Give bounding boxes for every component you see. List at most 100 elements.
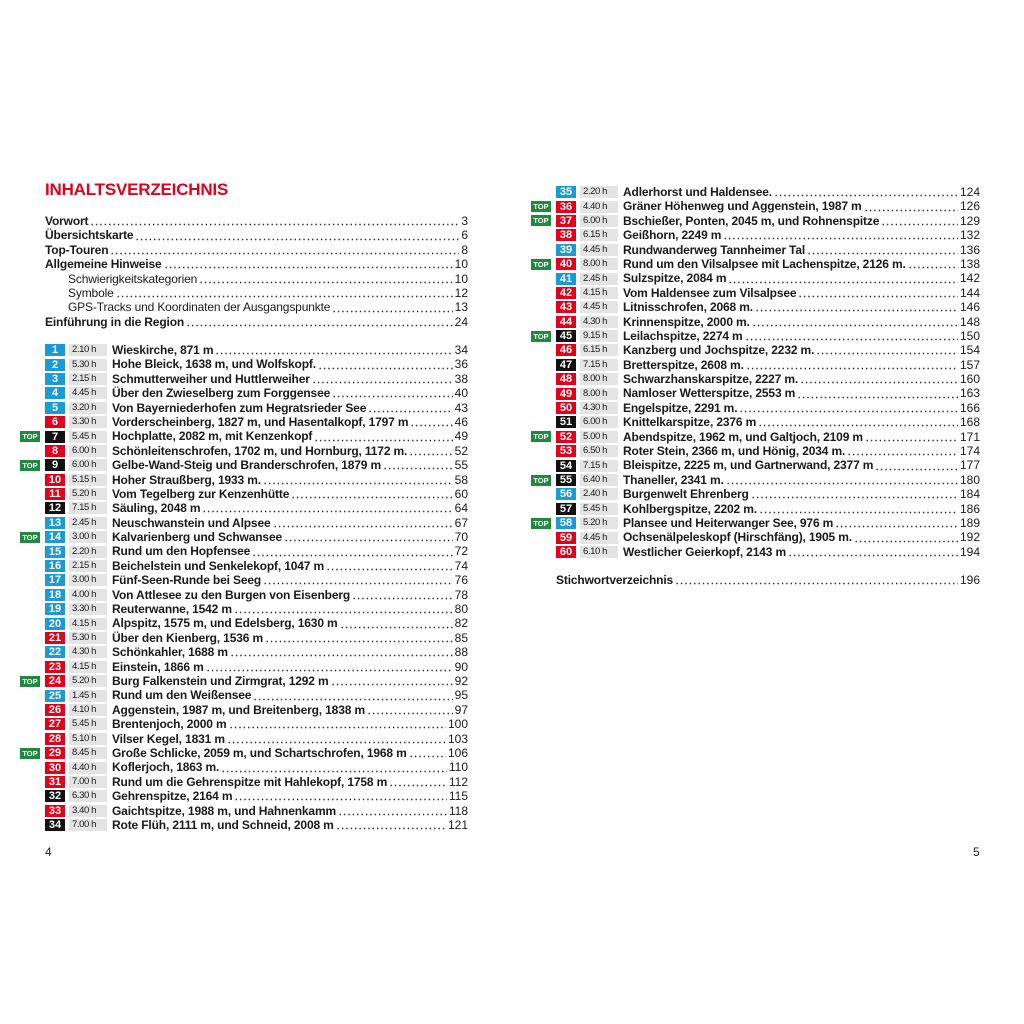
- toc-entry[interactable]: Einführung in die Region 24: [45, 315, 468, 329]
- dot-leader: [186, 316, 453, 327]
- toc-entry[interactable]: Allgemeine Hinweise 10: [45, 257, 468, 271]
- tour-entry[interactable]: 25 1.45 h Rund um den Weißensee 95: [20, 688, 468, 702]
- tour-entry[interactable]: 31 7.00 h Rund um die Gehrenspitze mit Hah…: [20, 775, 468, 789]
- toc-entry[interactable]: GPS-Tracks und Koordinaten der Ausgangsp…: [45, 300, 468, 314]
- tour-entry[interactable]: 53 6.50 h Roter Stein, 2366 m, und Hönig, …: [531, 444, 980, 458]
- tour-entry[interactable]: 28 5.10 h Vilser Kegel, 1831 m 103: [20, 732, 468, 746]
- index-title: Stichwortverzeichnis: [556, 573, 674, 587]
- tour-entry[interactable]: 18 4.00 h Von Attlesee zu den Burgen von E…: [20, 588, 468, 602]
- tour-entry[interactable]: 26 4.10 h Aggenstein, 1987 m, und Breitenb…: [20, 703, 468, 717]
- tour-entry[interactable]: 22 4.30 h Schönkahler, 1688 m 88: [20, 645, 468, 659]
- dot-leader: [228, 719, 446, 730]
- tour-entry[interactable]: 2 5.30 h Hohe Bleick, 1638 m, und Wolfskop…: [20, 357, 468, 371]
- tour-entry[interactable]: 21 5.30 h Über den Kienberg, 1536 m 85: [20, 631, 468, 645]
- tour-entry[interactable]: 23 4.15 h Einstein, 1866 m 90: [20, 660, 468, 674]
- tour-entry[interactable]: TOP 58 5.20 h Plansee und Heiterwanger See,…: [531, 516, 980, 530]
- tour-entry[interactable]: 11 5.20 h Vom Tegelberg zur Kenzenhütte 60: [20, 487, 468, 501]
- tour-title: Aggenstein, 1987 m, und Breitenberg, 183…: [112, 702, 365, 717]
- tour-page: 80: [454, 602, 468, 617]
- tour-entry[interactable]: 34 7.00 h Rote Flüh, 2111 m, und Schneid, …: [20, 818, 468, 832]
- tour-entry[interactable]: 15 2.20 h Rund um den Hopfensee 72: [20, 544, 468, 558]
- tour-entry[interactable]: 43 4.45 h Litnisschrofen, 2068 m. 146: [531, 300, 980, 314]
- tour-page: 76: [454, 573, 468, 588]
- index-entry[interactable]: Stichwortverzeichnis 196: [556, 573, 980, 587]
- tour-entry[interactable]: 13 2.45 h Neuschwanstein und Alpsee 67: [20, 516, 468, 530]
- toc-entry[interactable]: Symbole 12: [45, 286, 468, 300]
- tour-entry[interactable]: 41 2.45 h Sulzspitze, 2084 m 142: [531, 271, 980, 285]
- tour-title: Gelbe-Wand-Steig und Branderschrofen, 18…: [112, 458, 382, 473]
- tour-entry[interactable]: 17 3.00 h Fünf-Seen-Runde bei Seeg 76: [20, 573, 468, 587]
- tour-entry[interactable]: 20 4.15 h Alpspitz, 1575 m, und Edelsberg,…: [20, 616, 468, 630]
- tour-number-badge: 48: [556, 373, 576, 386]
- tour-duration: 5.10 h: [69, 732, 107, 745]
- tour-page: 180: [959, 472, 980, 487]
- tour-entry[interactable]: TOP 9 6.00 h Gelbe-Wand-Steig und Brandersc…: [20, 458, 468, 472]
- tour-entry[interactable]: 46 6.15 h Kanzberg und Jochspitze, 2232 m.…: [531, 343, 980, 357]
- tour-entry[interactable]: TOP 37 6.00 h Bschießer, Ponten, 2045 m, un…: [531, 214, 980, 228]
- tour-entry[interactable]: 38 6.15 h Geißhorn, 2249 m 132: [531, 228, 980, 242]
- tour-entry[interactable]: 39 4.45 h Rundwanderweg Tannheimer Tal 136: [531, 243, 980, 257]
- tour-entry[interactable]: 56 2.40 h Burgenwelt Ehrenberg 184: [531, 487, 980, 501]
- tour-entry[interactable]: TOP 55 6.40 h Thaneller, 2341 m. 180: [531, 473, 980, 487]
- dot-leader: [332, 302, 453, 313]
- tour-entry[interactable]: TOP 40 8.00 h Rund um den Vilsalpsee mit La…: [531, 257, 980, 271]
- tour-entry[interactable]: TOP 7 5.45 h Hochplatte, 2082 m, mit Kenzen…: [20, 429, 468, 443]
- tour-entry[interactable]: 33 3.40 h Gaichtspitze, 1988 m, und Hahnen…: [20, 804, 468, 818]
- tour-number-badge: 58: [556, 517, 576, 530]
- tour-entry[interactable]: TOP 45 9.15 h Leilachspitze, 2274 m 150: [531, 329, 980, 343]
- tour-entry[interactable]: 10 5.15 h Hoher Straußberg, 1933 m. 58: [20, 473, 468, 487]
- tour-entry[interactable]: 16 2.15 h Beichelstein und Senkelekopf, 10…: [20, 559, 468, 573]
- tour-duration: 4.15 h: [69, 660, 107, 673]
- toc-entry[interactable]: Top-Touren 8: [45, 243, 468, 257]
- tour-entry[interactable]: 49 8.00 h Namloser Wetterspitze, 2553 m 163: [531, 386, 980, 400]
- tour-number-badge: 39: [556, 243, 576, 256]
- tour-entry[interactable]: 19 3.30 h Reuterwanne, 1542 m 80: [20, 602, 468, 616]
- tour-entry[interactable]: 57 5.45 h Kohlbergspitze, 2202 m. 186: [531, 502, 980, 516]
- tour-entry[interactable]: 60 6.10 h Westlicher Geierkopf, 2143 m 194: [531, 545, 980, 559]
- tour-entry[interactable]: 27 5.45 h Brentenjoch, 2000 m 100: [20, 717, 468, 731]
- toc-entry[interactable]: Schwierigkeitskategorien 10: [45, 272, 468, 286]
- tour-entry[interactable]: 51 6.00 h Knittelkarspitze, 2376 m 168: [531, 415, 980, 429]
- tour-entry[interactable]: TOP 36 4.40 h Gräner Höhenweg und Aggenstei…: [531, 199, 980, 213]
- tour-duration: 4.30 h: [580, 402, 618, 415]
- toc-entry-page: 6: [461, 228, 468, 243]
- tour-title: Sulzspitze, 2084 m: [623, 271, 727, 286]
- tour-entry[interactable]: 8 6.00 h Schönleitenschrofen, 1702 m, und …: [20, 444, 468, 458]
- tour-entry[interactable]: TOP 24 5.20 h Burg Falkenstein und Zirmgrat…: [20, 674, 468, 688]
- tour-entry[interactable]: 47 7.15 h Bretterspitze, 2608 m. 157: [531, 358, 980, 372]
- tour-duration: 6.10 h: [580, 545, 618, 558]
- tour-page: 97: [454, 702, 468, 717]
- dot-leader: [291, 489, 453, 500]
- tour-entry[interactable]: 35 2.20 h Adlerhorst und Haldensee. 124: [531, 185, 980, 199]
- toc-entry[interactable]: Vorwort 3: [45, 214, 468, 228]
- tour-entry[interactable]: 1 2.10 h Wieskirche, 871 m 34: [20, 343, 468, 357]
- tour-number-badge: 47: [556, 358, 576, 371]
- tour-entry[interactable]: 54 7.15 h Bleispitze, 2225 m, und Gartnerw…: [531, 458, 980, 472]
- tour-entry[interactable]: 5 3.20 h Von Bayerniederhofen zum Hegratsr…: [20, 401, 468, 415]
- tour-entry[interactable]: 30 4.40 h Koflerjoch, 1863 m. 110: [20, 760, 468, 774]
- tour-entry[interactable]: 44 4.30 h Krinnenspitze, 2000 m. 148: [531, 315, 980, 329]
- tour-entry[interactable]: 6 3.30 h Vorderscheinberg, 1827 m, und Has…: [20, 415, 468, 429]
- tour-number-badge: 53: [556, 445, 576, 458]
- tour-entry[interactable]: 59 4.45 h Ochsenälpeleskopf (Hirschfäng), …: [531, 530, 980, 544]
- tour-duration: 4.15 h: [69, 617, 107, 630]
- tour-entry[interactable]: TOP 29 8.45 h Große Schlicke, 2059 m, und S…: [20, 746, 468, 760]
- tour-entry[interactable]: 50 4.30 h Engelspitze, 2291 m. 166: [531, 401, 980, 415]
- tour-title: Schönkahler, 1688 m: [112, 645, 228, 660]
- tour-entry[interactable]: TOP 14 3.00 h Kalvarienberg und Schwansee 70: [20, 530, 468, 544]
- tour-entry[interactable]: 42 4.15 h Vom Haldensee zum Vilsalpsee 144: [531, 286, 980, 300]
- tour-entry[interactable]: 4 4.45 h Über den Zwieselberg zum Forggens…: [20, 386, 468, 400]
- tour-list-right: 35 2.20 h Adlerhorst und Haldensee. 124 TOP 3…: [531, 185, 980, 559]
- toc-entry[interactable]: Übersichtskarte 6: [45, 228, 468, 242]
- dot-leader: [366, 704, 453, 715]
- tour-number-badge: 54: [556, 459, 576, 472]
- tour-entry[interactable]: TOP 52 5.00 h Abendspitze, 1962 m, und Galt…: [531, 430, 980, 444]
- tour-title: Vom Tegelberg zur Kenzenhütte: [112, 486, 290, 501]
- tour-entry[interactable]: 48 8.00 h Schwarzhanskarspitze, 2227 m. 160: [531, 372, 980, 386]
- tour-entry[interactable]: 32 6.30 h Gehrenspitze, 2164 m 115: [20, 789, 468, 803]
- tour-entry[interactable]: 3 2.15 h Schmutterweiher und Huttlerweiher…: [20, 372, 468, 386]
- tour-title: Über den Kienberg, 1536 m: [112, 630, 263, 645]
- tour-entry[interactable]: 12 7.15 h Säuling, 2048 m 64: [20, 501, 468, 515]
- tour-duration: 6.15 h: [580, 229, 618, 242]
- tour-duration: 8.00 h: [580, 258, 618, 271]
